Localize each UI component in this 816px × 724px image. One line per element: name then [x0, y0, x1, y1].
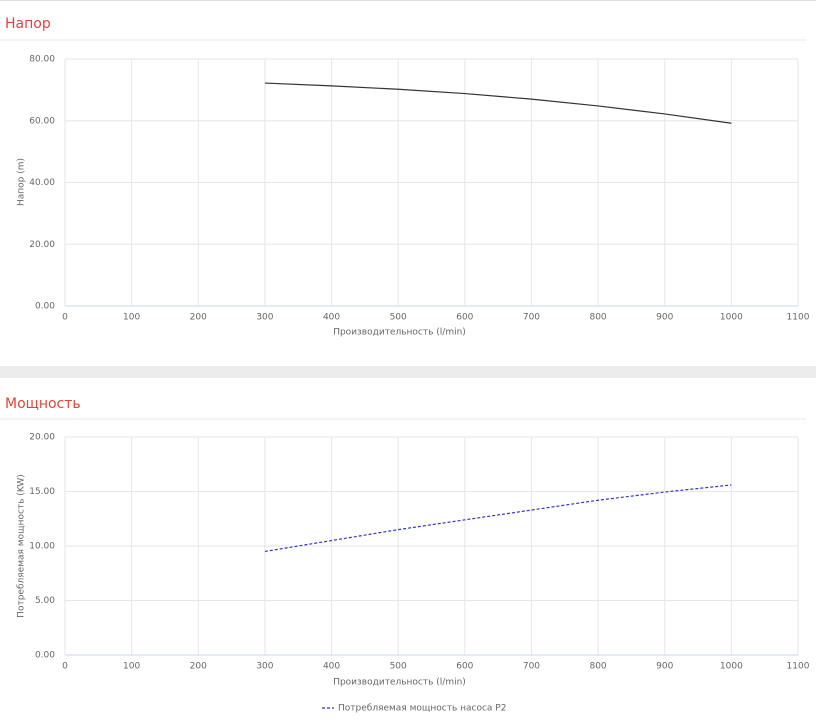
x-tick-label: 0: [62, 313, 68, 323]
y-tick-label: 60.00: [29, 116, 55, 126]
x-tick-label: 500: [390, 662, 407, 672]
series-line: [264, 82, 732, 124]
x-tick-label: 800: [589, 313, 606, 323]
x-tick-label: 1000: [720, 662, 743, 672]
x-tick-label: 0: [62, 662, 68, 672]
x-tick-label: 900: [656, 313, 673, 323]
separator: [0, 366, 816, 378]
section-title: Напор: [5, 16, 51, 32]
x-tick-label: 300: [256, 662, 273, 672]
legend-label: Потребляемая мощность насоса P2: [338, 704, 506, 714]
x-axis-label: Производительность (l/min): [333, 678, 466, 688]
x-tick-label: 1100: [787, 662, 810, 672]
y-tick-label: 40.00: [29, 178, 55, 188]
y-tick-label: 80.00: [29, 55, 55, 65]
x-tick-label: 200: [190, 313, 207, 323]
y-tick-label: 10.00: [29, 542, 55, 552]
x-tick-label: 100: [123, 662, 140, 672]
y-tick-label: 15.00: [29, 487, 55, 497]
y-tick-label: 0.00: [35, 302, 55, 312]
y-tick-label: 5.00: [35, 596, 55, 606]
y-tick-label: 0.00: [35, 651, 55, 661]
x-axis-label: Производительность (l/min): [333, 328, 466, 338]
y-axis-label: Напор (m): [17, 158, 27, 206]
y-tick-label: 20.00: [29, 433, 55, 443]
x-tick-label: 800: [589, 662, 606, 672]
x-tick-label: 900: [656, 662, 673, 672]
x-tick-label: 300: [256, 313, 273, 323]
y-axis-label: Потребляемая мощность (KW): [17, 474, 27, 618]
x-tick-label: 100: [123, 313, 140, 323]
x-tick-label: 1100: [787, 313, 810, 323]
x-tick-label: 600: [456, 313, 473, 323]
section-title: Мощность: [5, 396, 81, 412]
series-line: [264, 484, 732, 553]
x-tick-label: 600: [456, 662, 473, 672]
x-tick-label: 400: [323, 313, 340, 323]
x-tick-label: 500: [390, 313, 407, 323]
x-tick-label: 700: [523, 313, 540, 323]
x-tick-label: 700: [523, 662, 540, 672]
y-tick-label: 20.00: [29, 240, 55, 250]
x-tick-label: 200: [190, 662, 207, 672]
x-tick-label: 1000: [720, 313, 743, 323]
x-tick-label: 400: [323, 662, 340, 672]
